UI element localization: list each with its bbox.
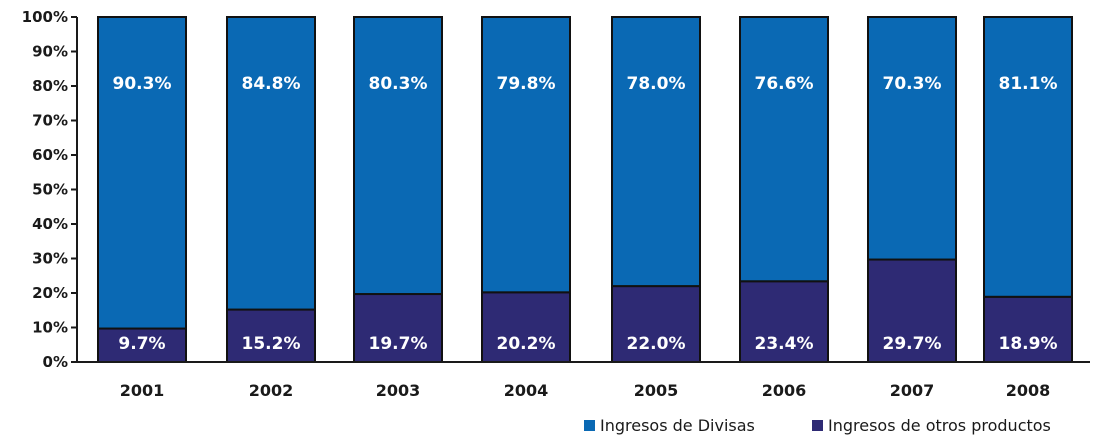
data-label-otros-productos: 23.4% — [755, 334, 814, 354]
y-tick-label: 80% — [32, 77, 68, 95]
data-label-otros-productos: 19.7% — [369, 334, 428, 354]
data-label-otros-productos: 15.2% — [242, 334, 301, 354]
data-label-otros-productos: 9.7% — [118, 334, 165, 354]
data-label-divisas: 81.1% — [999, 74, 1058, 94]
x-tick-label: 2003 — [376, 381, 421, 400]
data-label-otros-productos: 18.9% — [999, 334, 1058, 354]
bar-segment-divisas — [867, 16, 957, 261]
bar-segment-divisas — [983, 16, 1073, 298]
legend-swatch — [584, 420, 595, 431]
y-tick-label: 40% — [32, 215, 68, 233]
y-tick-label: 90% — [32, 43, 68, 61]
x-axis: 2001 2002 2003 2004 2005 2006 2007 2008 — [77, 361, 1090, 400]
data-label-divisas: 79.8% — [497, 74, 556, 94]
y-tick-label: 70% — [32, 112, 68, 130]
x-tick-label: 2005 — [634, 381, 679, 400]
data-label-otros-productos: 29.7% — [883, 334, 942, 354]
x-tick-label: 2006 — [762, 381, 807, 400]
y-tick-label: 50% — [32, 181, 68, 199]
x-tick-label: 2007 — [890, 381, 935, 400]
x-tick-label: 2001 — [120, 381, 165, 400]
legend-swatch — [812, 420, 823, 431]
data-label-divisas: 78.0% — [627, 74, 686, 94]
x-tick-label: 2004 — [504, 381, 549, 400]
y-tick-label: 20% — [32, 284, 68, 302]
bar-segment-otros-productos — [97, 327, 187, 364]
bar-segment-divisas — [353, 16, 443, 296]
data-label-otros-productos: 22.0% — [627, 334, 686, 354]
y-tick-label: 10% — [32, 319, 68, 337]
bar-segment-otros-productos — [867, 258, 957, 363]
bar-segment-divisas — [97, 16, 187, 330]
legend-label: Ingresos de Divisas — [600, 416, 755, 435]
bar-segment-divisas — [739, 16, 829, 283]
data-label-divisas: 90.3% — [113, 74, 172, 94]
x-tick-label: 2008 — [1006, 381, 1051, 400]
data-label-divisas: 70.3% — [883, 74, 942, 94]
legend: Ingresos de Divisas Ingresos de otros pro… — [584, 416, 1051, 435]
y-tick-label: 100% — [22, 8, 68, 26]
legend-label: Ingresos de otros productos — [828, 416, 1051, 435]
bars: 9.7% 90.3% 15.2% 84.8% 19.7% 80.3% 20.2% 79.8% 2… — [97, 16, 1073, 364]
bar-segment-divisas — [226, 16, 316, 311]
bar-segment-divisas — [611, 16, 701, 288]
data-label-otros-productos: 20.2% — [497, 334, 556, 354]
y-tick-label: 0% — [43, 353, 68, 371]
bar-segment-divisas — [481, 16, 571, 294]
y-tick-label: 30% — [32, 250, 68, 268]
y-axis: 0% 10% 20% 30% 40% 50% 60% 70% 80% 90% 100% — [22, 8, 78, 371]
data-label-divisas: 80.3% — [369, 74, 428, 94]
x-tick-label: 2002 — [249, 381, 294, 400]
data-label-divisas: 76.6% — [755, 74, 814, 94]
data-label-divisas: 84.8% — [242, 74, 301, 94]
y-tick-label: 60% — [32, 146, 68, 164]
